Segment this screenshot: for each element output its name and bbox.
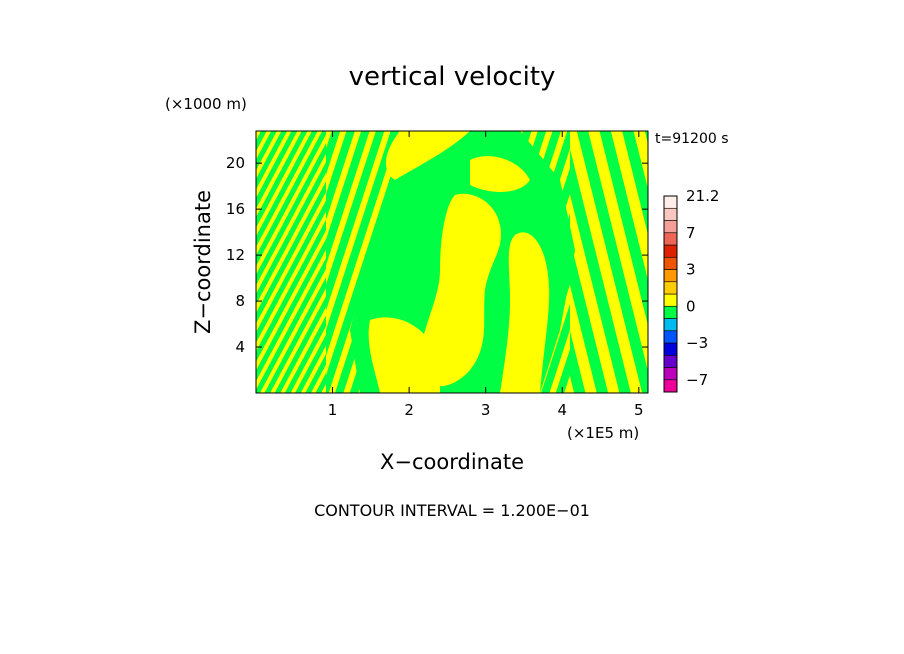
colorbar-segment [663,354,678,368]
colorbar-label: −3 [686,334,708,352]
field-center-plume-yellow-left [420,193,502,387]
field-left-band [256,131,326,393]
colorbar-segment [663,293,678,307]
x-unit-label: (×1E5 m) [567,424,639,442]
y-tick-label: 20 [226,154,245,172]
colorbar-label: −7 [686,371,708,389]
y-axis-label: Z−coordinate [191,190,215,334]
y-tick-label: 12 [226,246,245,264]
colorbar-label: 7 [686,224,696,242]
colorbar-label: 0 [686,297,696,315]
colorbar: 21.2 7 3 0 −3 −7 [663,187,719,393]
field-lower-yellow-band [368,317,440,393]
x-axis-label: X−coordinate [380,450,524,474]
colorbar-segment [663,220,678,234]
plot-frame [255,130,649,394]
y-tick-label: 16 [226,200,245,218]
colorbar-segment [663,232,678,246]
colorbar-segment [663,269,678,283]
x-tick-label: 5 [634,401,644,419]
colorbar-segment [663,367,678,381]
field-right-band [570,131,648,393]
colorbar-segment [663,244,678,258]
field-center-plume-yellow-right [500,232,550,393]
colorbar-segment [663,330,678,344]
colorbar-label: 3 [686,261,696,279]
y-tick-label: 4 [235,338,245,356]
y-tick-label: 8 [235,292,245,310]
colorbar-segment [663,379,678,393]
field-upper-yellow-blob [470,156,530,192]
colorbar-segment [663,342,678,356]
colorbar-label: 21.2 [686,187,719,205]
field-top-yellow-arc [385,131,470,180]
colorbar-segment [663,318,678,332]
x-tick-label: 1 [328,401,338,419]
chart-title: vertical velocity [349,62,556,92]
y-unit-label: (×1000 m) [165,95,247,113]
contour-interval: CONTOUR INTERVAL = 1.200E−01 [314,501,590,520]
x-tick-label: 4 [557,401,567,419]
colorbar-segment [663,281,678,295]
x-tick-label: 2 [404,401,414,419]
colorbar-segment [663,207,678,221]
colorbar-segment [663,195,678,209]
time-label: t=91200 s [655,131,729,147]
x-tick-label: 3 [481,401,491,419]
colorbar-segment [663,305,678,319]
colorbar-frame [663,195,678,393]
contour-field [256,131,648,393]
colorbar-segment [663,256,678,270]
